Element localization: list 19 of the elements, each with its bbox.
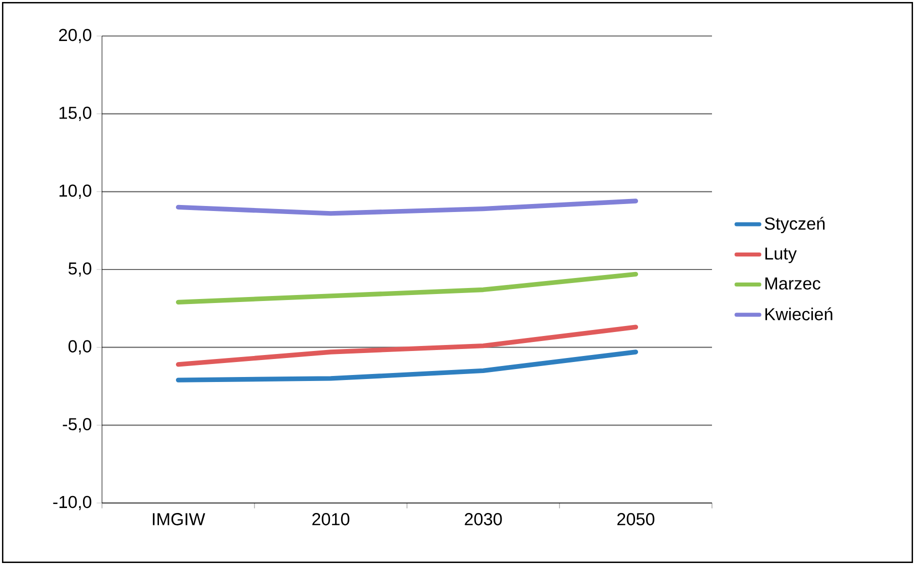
x-tick-label: 2030	[464, 513, 502, 526]
y-tick-label: 10,0	[60, 184, 92, 199]
y-tick-label: 5,0	[68, 262, 92, 277]
line-series	[176, 324, 638, 367]
legend-label: Luty	[765, 248, 797, 264]
line-series	[176, 198, 638, 216]
y-tick-label: 20,0	[59, 28, 92, 44]
y-tick-label: -10,0	[53, 496, 92, 510]
x-tick-label: IMGIW	[152, 513, 206, 526]
y-tick-label: -5,0	[62, 418, 92, 432]
x-tick-label: 2050	[617, 513, 654, 526]
line-series	[176, 272, 638, 305]
legend-label: Styczeń	[764, 216, 825, 234]
legend-label: Kwiecień	[765, 307, 832, 320]
legend-label: Marzec	[765, 278, 820, 290]
y-tick-label: 15,0	[60, 106, 92, 121]
y-tick-label: 0,0	[68, 340, 92, 354]
line-series	[176, 350, 638, 382]
x-tick-label: 2010	[312, 513, 350, 526]
